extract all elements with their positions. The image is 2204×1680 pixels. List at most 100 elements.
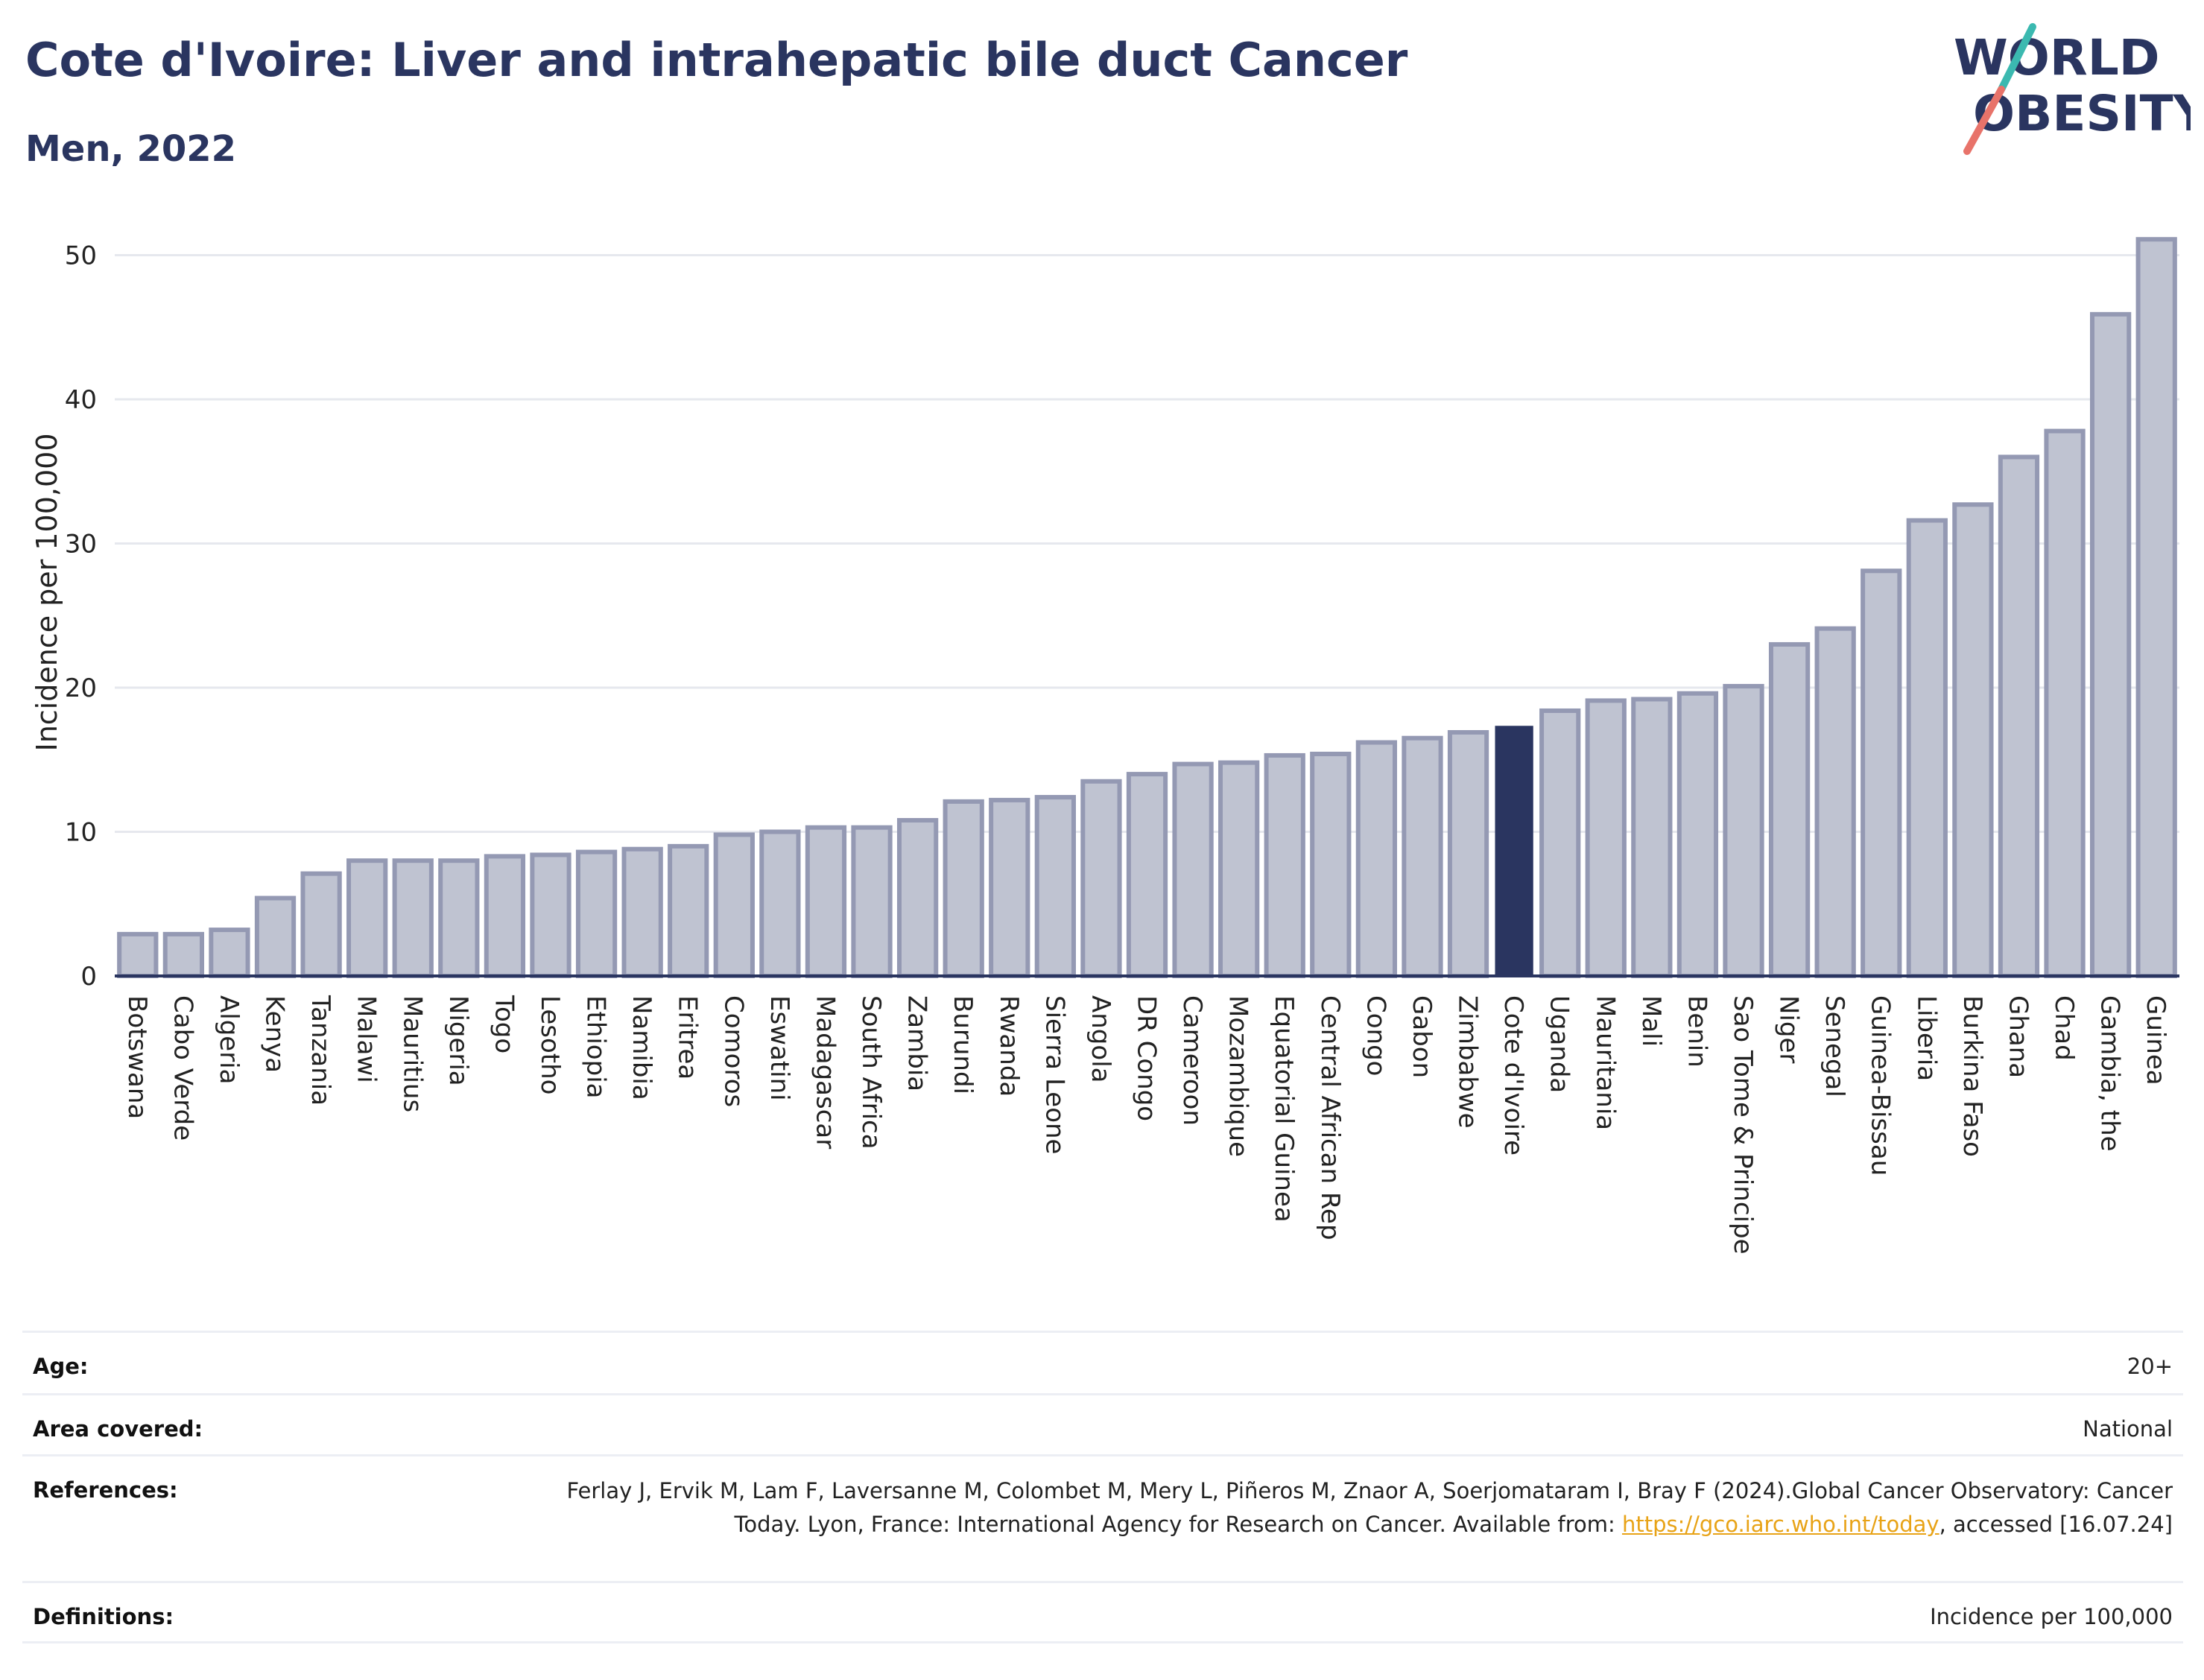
x-tick-label: Mauritius (397, 995, 427, 1112)
bar (346, 858, 388, 978)
bar (1447, 729, 1489, 978)
bar (759, 829, 801, 978)
bar (1034, 795, 1076, 979)
references-label: References: (33, 1477, 178, 1503)
bar (209, 928, 250, 978)
x-tick-label: Algeria (214, 995, 244, 1084)
references-tail: , accessed [16.07.24] (1939, 1512, 2173, 1537)
area-label: Area covered: (33, 1416, 203, 1442)
x-tick-label: Congo (1361, 995, 1390, 1076)
world-obesity-logo: WORLD OBESITY (1954, 23, 2191, 155)
y-tick-label: 30 (65, 530, 97, 560)
bar (2135, 237, 2177, 978)
bar (2090, 311, 2132, 978)
age-row: Age: 20+ (22, 1331, 2183, 1393)
age-value: 20+ (2127, 1354, 2173, 1379)
y-tick-label: 50 (65, 241, 97, 271)
x-tick-label: Namibia (627, 995, 656, 1100)
x-tick-label: Central African Rep (1315, 995, 1345, 1240)
x-tick-label: Tanzania (305, 995, 335, 1106)
x-tick-label: Cote d'Ivoire (1498, 995, 1528, 1156)
references-link[interactable]: https://gco.iarc.who.int/today (1621, 1512, 1939, 1537)
definitions-value: Incidence per 100,000 (1930, 1604, 2173, 1629)
age-label: Age: (33, 1354, 89, 1379)
x-tick-label: Nigeria (443, 995, 473, 1086)
x-tick-label: Burkina Faso (1957, 995, 1987, 1157)
x-tick-label: Cameroon (1177, 995, 1207, 1126)
bar (805, 825, 847, 978)
bar (851, 825, 893, 978)
bar (989, 797, 1030, 979)
x-tick-label: Ethiopia (581, 995, 611, 1098)
y-tick-label: 10 (65, 818, 97, 848)
bar (530, 852, 571, 978)
bar (668, 843, 709, 978)
bar (1218, 760, 1260, 978)
x-tick-label: Sao Tome & Principe (1728, 995, 1758, 1255)
area-value: National (2083, 1416, 2173, 1442)
x-tick-label: Equatorial Guinea (1269, 995, 1299, 1223)
bar (1264, 752, 1305, 978)
bar (1585, 698, 1627, 978)
x-tick-label: Gambia, the (2095, 995, 2125, 1152)
bar (2044, 428, 2086, 978)
x-tick-label: Cabo Verde (168, 995, 197, 1141)
page-subtitle: Men, 2022 (25, 128, 237, 170)
x-tick-label: South Africa (856, 995, 886, 1150)
references-value: Ferlay J, Ervik M, Lam F, Laversanne M, … (496, 1474, 2173, 1541)
area-row: Area covered: National (22, 1393, 2183, 1454)
x-tick-label: Benin (1682, 995, 1711, 1068)
bar (392, 858, 434, 978)
x-tick-label: Eswatini (764, 995, 794, 1101)
x-tick-label: Botswana (122, 995, 152, 1119)
definitions-label: Definitions: (33, 1604, 174, 1629)
x-tick-label: DR Congo (1132, 995, 1162, 1121)
bar (254, 896, 297, 979)
y-tick-label: 0 (80, 962, 97, 992)
bar (1768, 641, 1811, 978)
bar (1723, 684, 1764, 978)
bar (1814, 626, 1856, 978)
x-tick-label: Rwanda (994, 995, 1024, 1097)
x-tick-label: Madagascar (810, 995, 840, 1149)
bar (300, 871, 342, 978)
bar (943, 799, 984, 978)
metadata-table: Age: 20+ Area covered: National Referenc… (22, 1331, 2183, 1643)
x-tick-label: Chad (2049, 995, 2079, 1061)
x-tick-label: Uganda (1545, 995, 1574, 1093)
bar (1126, 772, 1168, 978)
bar (1998, 454, 2040, 978)
bar (484, 854, 526, 979)
x-tick-label: Liberia (1911, 995, 1941, 1081)
references-text: Ferlay J, Ervik M, Lam F, Laversanne M, … (566, 1478, 2173, 1537)
bar (1906, 518, 1948, 978)
bar (1310, 752, 1352, 978)
x-tick-label: Comoros (718, 995, 748, 1107)
x-tick-label: Sierra Leone (1039, 995, 1069, 1154)
x-tick-label: Kenya (260, 995, 290, 1073)
x-tick-label: Burundi (948, 995, 978, 1094)
x-tick-label: Togo (489, 995, 519, 1053)
x-tick-label: Eritrea (673, 995, 703, 1080)
x-tick-label: Zambia (902, 995, 932, 1091)
bar (162, 931, 204, 979)
svg-text:WORLD: WORLD (1954, 29, 2160, 86)
bar-chart: 0 10 20 30 40 50 Incidence per 100,000 Botswana… (31, 237, 2179, 1255)
page-title: Cote d'Ivoire: Liver and intrahepatic bi… (25, 33, 1408, 87)
x-tick-label: Malawi (352, 995, 381, 1083)
x-tick-label: Mauritania (1590, 995, 1620, 1130)
x-tick-label: Guinea (2141, 995, 2170, 1085)
y-tick-label: 20 (65, 673, 97, 703)
bar (1539, 708, 1581, 979)
bar (117, 931, 159, 979)
bar-highlight (1495, 726, 1533, 977)
x-tick-label: Guinea-Bissau (1866, 995, 1896, 1176)
x-tick-label: Senegal (1820, 995, 1849, 1097)
x-tick-label: Niger (1774, 995, 1804, 1063)
x-tick-label: Ghana (2003, 995, 2033, 1078)
bar (1676, 691, 1719, 978)
bar (1952, 502, 1994, 978)
bar (896, 818, 939, 979)
bar (438, 858, 480, 978)
bar (1861, 568, 1902, 978)
